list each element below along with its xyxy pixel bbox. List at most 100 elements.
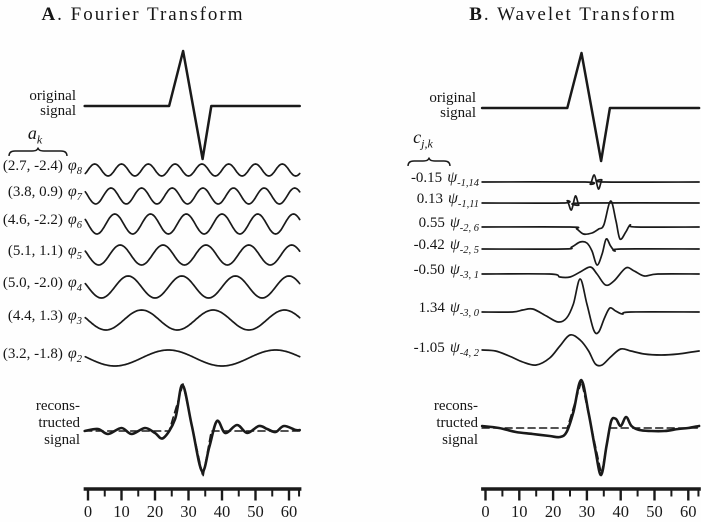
axis-tick-label: 60 (281, 502, 298, 521)
axis-tick-label: 0 (84, 502, 92, 521)
basis-letter: ψ (449, 236, 460, 253)
wavelet-row-label-5: 1.34 ψ-3, 0 (386, 299, 479, 319)
axis-tick-label: 60 (680, 502, 697, 521)
basis-letter: ψ (447, 190, 458, 207)
basis-curve-B-2 (481, 200, 700, 241)
basis-curve-B-4 (481, 266, 700, 287)
basis-subscript: -2, 5 (459, 245, 479, 257)
basis-subscript: 8 (76, 166, 82, 178)
basis-symbol: φ8 (67, 157, 82, 178)
axis-tick-label: 40 (612, 502, 629, 521)
reconstructed-curve-A (83, 383, 301, 473)
basis-letter: ψ (447, 169, 458, 186)
basis-letter: φ (67, 345, 77, 362)
axis-tick-label: 0 (481, 502, 489, 521)
basis-subscript: 2 (76, 354, 82, 366)
coeff-symbol-b: cj,k (395, 127, 451, 151)
basis-letter: φ (67, 157, 77, 174)
basis-subscript: -1,11 (457, 199, 479, 211)
reconstructed-label-b-line1: recons- (433, 398, 478, 414)
basis-letter: φ (67, 307, 77, 324)
panel-b-title-letter: B (469, 4, 484, 25)
coefficient-value: (4.4, 1.3) (7, 308, 63, 324)
axis-tick-label: 40 (214, 502, 231, 521)
fourier-row-label-5: (4.4, 1.3) φ3 (0, 307, 82, 328)
coeff-symbol-b-sub: j,k (421, 136, 433, 151)
basis-symbol: ψ-3, 1 (450, 261, 479, 282)
basis-subscript: 4 (76, 283, 82, 295)
basis-curve-B-5 (481, 278, 700, 335)
reconstructed-dashed-A (83, 383, 301, 478)
coefficient-value: -0.15 (410, 170, 443, 186)
basis-subscript: 5 (76, 251, 82, 263)
basis-symbol: ψ-2, 6 (450, 214, 479, 235)
wavelet-row-label-3: -0.42 ψ-2, 5 (386, 236, 479, 257)
coefficient-value: (3.2, -1.8) (2, 346, 63, 362)
basis-symbol: ψ-2, 5 (449, 236, 479, 257)
basis-symbol: ψ-4, 2 (449, 339, 479, 359)
panel-a-title-letter: A (41, 4, 58, 25)
coefficient-value: (5.0, -2.0) (2, 275, 63, 291)
basis-symbol: ψ-1,11 (447, 190, 479, 211)
basis-subscript: 3 (76, 316, 82, 328)
basis-letter: φ (67, 242, 77, 259)
panel-b-title: B. Wavelet Transform (443, 4, 701, 26)
basis-curve-B-1 (481, 195, 700, 211)
reconstructed-label-a-line2: tructed (38, 415, 80, 431)
basis-symbol: φ2 (67, 345, 82, 366)
reconstructed-label-b-line2: tructed (436, 415, 478, 431)
basis-curve-A-3 (84, 244, 301, 266)
basis-curve-B-3 (481, 237, 700, 266)
basis-subscript: -3, 1 (459, 270, 479, 282)
original-signal-label-a: original signal (0, 89, 76, 119)
axis-tick-label: 30 (180, 502, 197, 521)
basis-symbol: ψ-3, 0 (449, 299, 479, 319)
basis-letter: φ (67, 274, 77, 291)
basis-curve-A-1 (84, 187, 301, 205)
basis-curve-A-5 (84, 309, 301, 331)
wavelet-row-label-1: 0.13 ψ-1,11 (386, 190, 479, 211)
basis-symbol: φ4 (67, 274, 82, 295)
basis-subscript: -1,14 (457, 178, 479, 190)
basis-letter: ψ (449, 299, 460, 316)
wavelet-row-label-2: 0.55 ψ-2, 6 (386, 214, 479, 235)
axis-tick-label: 10 (511, 502, 528, 521)
coeff-symbol-b-base: c (413, 127, 422, 147)
coefficient-value: (3.8, 0.9) (7, 184, 63, 200)
axis-B: 0 10 20 30 40 50 60 (481, 487, 701, 521)
axis-tick-label: 20 (147, 502, 164, 521)
basis-symbol: φ5 (67, 242, 82, 263)
reconstructed-dashed-B (481, 380, 700, 475)
panel-a-title-text: . Fourier Transform (57, 4, 245, 25)
coeff-symbol-a-sub: k (36, 132, 43, 147)
basis-letter: ψ (449, 339, 460, 356)
original-signal-label-b: original signal (386, 91, 476, 121)
basis-subscript: 7 (76, 192, 82, 204)
basis-symbol: φ7 (67, 183, 82, 204)
basis-curve-B-0 (481, 174, 700, 190)
wavelet-row-label-0: -0.15 ψ-1,14 (386, 169, 479, 190)
fourier-row-label-2: (4.6, -2.2) φ6 (0, 212, 82, 231)
coeff-symbol-a: ak (0, 123, 70, 147)
coefficient-value: -0.50 (413, 262, 445, 278)
coefficient-value: 0.55 (418, 215, 445, 231)
basis-symbol: ψ-1,14 (447, 169, 479, 190)
coefficient-value: (5.1, 1.1) (7, 243, 63, 259)
original-signal-label-a-line2: signal (40, 103, 76, 119)
panel-a-title: A. Fourier Transform (13, 4, 273, 26)
reconstructed-label-b-line3: signal (442, 432, 478, 448)
reconstructed-curve-B (480, 378, 701, 477)
axis-tick-label: 30 (579, 502, 596, 521)
reconstructed-label-a-line3: signal (44, 432, 80, 448)
basis-subscript: -2, 6 (459, 223, 479, 235)
basis-curve-A-4 (84, 275, 301, 299)
original-signal-curve-A (83, 49, 301, 161)
ak-brace (8, 147, 68, 157)
coefficient-value: -0.42 (413, 237, 445, 253)
reconstructed-label-b: recons- tructed signal (386, 398, 478, 449)
coefficient-value: 0.13 (416, 191, 443, 207)
basis-letter: φ (67, 183, 77, 200)
reconstructed-label-a-line1: recons- (35, 398, 80, 414)
